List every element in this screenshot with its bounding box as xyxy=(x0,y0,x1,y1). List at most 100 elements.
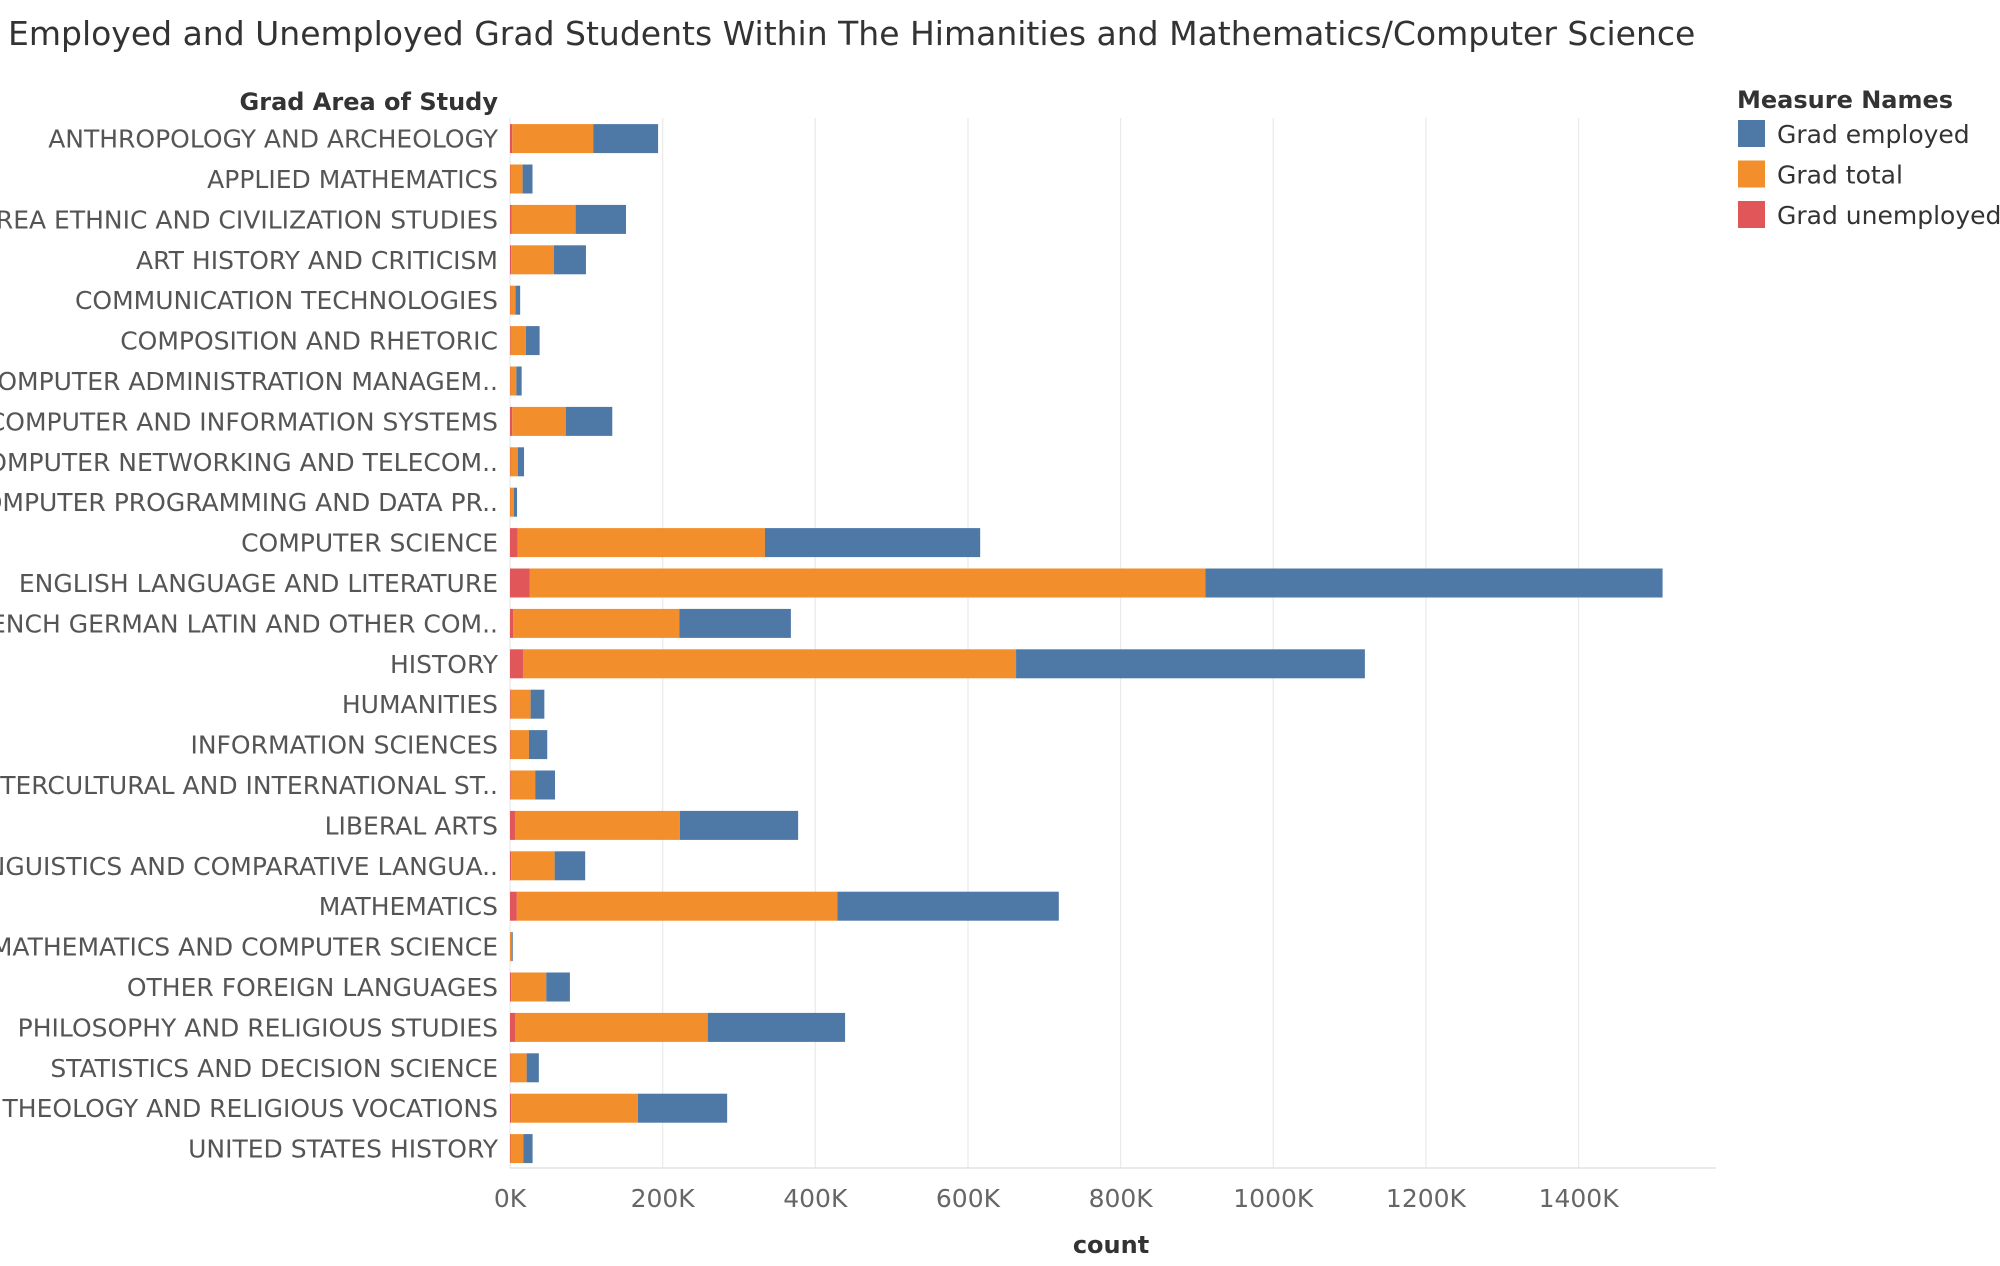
bar-grad-unemployed-history xyxy=(510,649,523,679)
bar-grad-unemployed-philosophy-and-religious-studies xyxy=(510,1012,516,1042)
legend-title: Measure Names xyxy=(1737,86,1953,114)
x-tick-label: 1200K xyxy=(1386,1184,1467,1213)
category-label-french-german-latin-and-other-com: FRENCH GERMAN LATIN AND OTHER COM.. xyxy=(0,609,498,638)
chart-title: Employed and Unemployed Grad Students Wi… xyxy=(8,14,1696,53)
bar-grad-total-computer-and-information-systems xyxy=(512,406,566,436)
bar-grad-employed-communication-technologies xyxy=(515,285,521,315)
category-label-computer-and-information-systems: COMPUTER AND INFORMATION SYSTEMS xyxy=(0,407,498,436)
legend-swatch-grad-employed xyxy=(1738,120,1765,147)
legend-label-grad-total: Grad total xyxy=(1777,161,1903,190)
bar-grad-total-humanities xyxy=(510,689,531,719)
category-label-mathematics: MATHEMATICS xyxy=(319,892,498,921)
category-label-mathematics-and-computer-science: MATHEMATICS AND COMPUTER SCIENCE xyxy=(0,933,498,962)
bar-grad-employed-french-german-latin-and-other-com xyxy=(679,608,791,638)
bar-grad-unemployed-computer-science xyxy=(510,528,518,558)
bar-grad-unemployed-computer-and-information-systems xyxy=(510,406,513,436)
category-label-computer-networking-and-telecom: COMPUTER NETWORKING AND TELECOM.. xyxy=(0,448,498,477)
bar-grad-total-intercultural-and-international-st xyxy=(510,770,536,800)
category-label-computer-programming-and-data-pr: COMPUTER PROGRAMMING AND DATA PR.. xyxy=(0,488,498,517)
bar-grad-total-united-states-history xyxy=(510,1134,524,1164)
bar-grad-unemployed-intercultural-and-international-st xyxy=(510,770,511,800)
bar-grad-unemployed-united-states-history xyxy=(510,1134,511,1164)
bar-grad-unemployed-mathematics xyxy=(510,891,517,921)
bar-grad-unemployed-french-german-latin-and-other-com xyxy=(510,608,514,638)
bar-grad-total-area-ethnic-and-civilization-studies xyxy=(511,204,576,234)
bars xyxy=(510,124,1663,1164)
bar-grad-total-computer-programming-and-data-pr xyxy=(510,487,514,517)
category-label-intercultural-and-international-st: INTERCULTURAL AND INTERNATIONAL ST.. xyxy=(0,771,498,800)
bar-grad-unemployed-art-history-and-criticism xyxy=(510,245,512,275)
category-axis-title: Grad Area of Study xyxy=(240,88,499,116)
x-tick-label: 1000K xyxy=(1233,1184,1314,1213)
bar-grad-total-mathematics xyxy=(516,891,838,921)
bar-grad-unemployed-humanities xyxy=(510,689,511,719)
bar-grad-unemployed-applied-mathematics xyxy=(510,164,511,194)
bar-grad-employed-composition-and-rhetoric xyxy=(525,326,540,356)
bar-grad-employed-mathematics-and-computer-science xyxy=(511,932,513,962)
bar-grad-total-liberal-arts xyxy=(514,810,680,840)
x-tick-label: 600K xyxy=(936,1184,1001,1213)
bar-grad-employed-liberal-arts xyxy=(679,810,799,840)
bar-grad-employed-other-foreign-languages xyxy=(546,972,570,1002)
bar-grad-employed-anthropology-and-archeology xyxy=(593,124,659,154)
bar-grad-total-art-history-and-criticism xyxy=(511,245,554,275)
bar-grad-unemployed-linguistics-and-comparative-langua xyxy=(510,851,512,881)
category-label-other-foreign-languages: OTHER FOREIGN LANGUAGES xyxy=(127,973,498,1002)
bar-grad-employed-computer-and-information-systems xyxy=(565,406,613,436)
category-label-statistics-and-decision-science: STATISTICS AND DECISION SCIENCE xyxy=(50,1054,498,1083)
bar-grad-unemployed-anthropology-and-archeology xyxy=(510,124,513,154)
bar-grad-employed-linguistics-and-comparative-langua xyxy=(554,851,586,881)
bar-grad-total-computer-networking-and-telecom xyxy=(510,447,518,477)
bar-grad-employed-history xyxy=(1016,649,1365,679)
bar-grad-employed-mathematics xyxy=(837,891,1059,921)
category-label-anthropology-and-archeology: ANTHROPOLOGY AND ARCHEOLOGY xyxy=(48,125,499,154)
bar-grad-total-mathematics-and-computer-science xyxy=(510,932,512,962)
bar-grad-employed-english-language-and-literature xyxy=(1205,568,1663,598)
bar-grad-total-computer-administration-managem xyxy=(510,366,517,396)
bar-grad-unemployed-liberal-arts xyxy=(510,810,515,840)
bar-grad-total-theology-and-religious-vocations xyxy=(511,1093,638,1123)
bar-grad-total-philosophy-and-religious-studies xyxy=(515,1012,708,1042)
bar-grad-employed-intercultural-and-international-st xyxy=(535,770,556,800)
category-label-computer-administration-managem: COMPUTER ADMINISTRATION MANAGEM.. xyxy=(0,367,498,396)
category-label-history: HISTORY xyxy=(390,650,499,679)
bar-grad-total-french-german-latin-and-other-com xyxy=(513,608,680,638)
bar-grad-total-history xyxy=(522,649,1017,679)
bar-grad-total-communication-technologies xyxy=(510,285,516,315)
bar-grad-employed-statistics-and-decision-science xyxy=(526,1053,539,1083)
x-tick-label: 400K xyxy=(783,1184,848,1213)
bar-grad-unemployed-theology-and-religious-vocations xyxy=(510,1093,512,1123)
legend-swatch-grad-unemployed xyxy=(1738,201,1765,228)
bar-grad-total-information-sciences xyxy=(510,730,529,760)
category-label-united-states-history: UNITED STATES HISTORY xyxy=(188,1135,499,1164)
x-axis-title: count xyxy=(1073,1231,1149,1259)
category-label-information-sciences: INFORMATION SCIENCES xyxy=(190,731,498,760)
category-label-philosophy-and-religious-studies: PHILOSOPHY AND RELIGIOUS STUDIES xyxy=(18,1013,498,1042)
category-label-theology-and-religious-vocations: THEOLOGY AND RELIGIOUS VOCATIONS xyxy=(2,1094,498,1123)
bar-grad-unemployed-information-sciences xyxy=(510,730,511,760)
bar-grad-total-applied-mathematics xyxy=(510,164,523,194)
bar-grad-total-english-language-and-literature xyxy=(529,568,1206,598)
bar-grad-employed-computer-administration-managem xyxy=(516,366,522,396)
bar-grad-total-anthropology-and-archeology xyxy=(512,124,594,154)
category-label-communication-technologies: COMMUNICATION TECHNOLOGIES xyxy=(75,286,498,315)
x-tick-label: 200K xyxy=(631,1184,696,1213)
category-label-applied-mathematics: APPLIED MATHEMATICS xyxy=(207,165,498,194)
x-tick-label: 800K xyxy=(1089,1184,1154,1213)
legend-label-grad-employed: Grad employed xyxy=(1777,120,1970,149)
bar-grad-unemployed-area-ethnic-and-civilization-studies xyxy=(510,204,512,234)
category-label-composition-and-rhetoric: COMPOSITION AND RHETORIC xyxy=(120,327,498,356)
x-tick-label: 1400K xyxy=(1539,1184,1620,1213)
bar-grad-employed-computer-programming-and-data-pr xyxy=(513,487,518,517)
bar-grad-employed-information-sciences xyxy=(528,730,548,760)
bar-grad-employed-philosophy-and-religious-studies xyxy=(707,1012,846,1042)
legend: Measure Names Grad employed Grad total Gra… xyxy=(1737,86,2000,230)
bar-grad-employed-humanities xyxy=(530,689,545,719)
legend-label-grad-unemployed: Grad unemployed xyxy=(1777,201,2000,230)
bar-grad-total-linguistics-and-comparative-langua xyxy=(511,851,555,881)
x-tick-label: 0K xyxy=(494,1184,527,1213)
category-label-computer-science: COMPUTER SCIENCE xyxy=(241,529,498,558)
gridlines xyxy=(509,118,1716,1169)
bar-grad-total-computer-science xyxy=(517,528,765,558)
